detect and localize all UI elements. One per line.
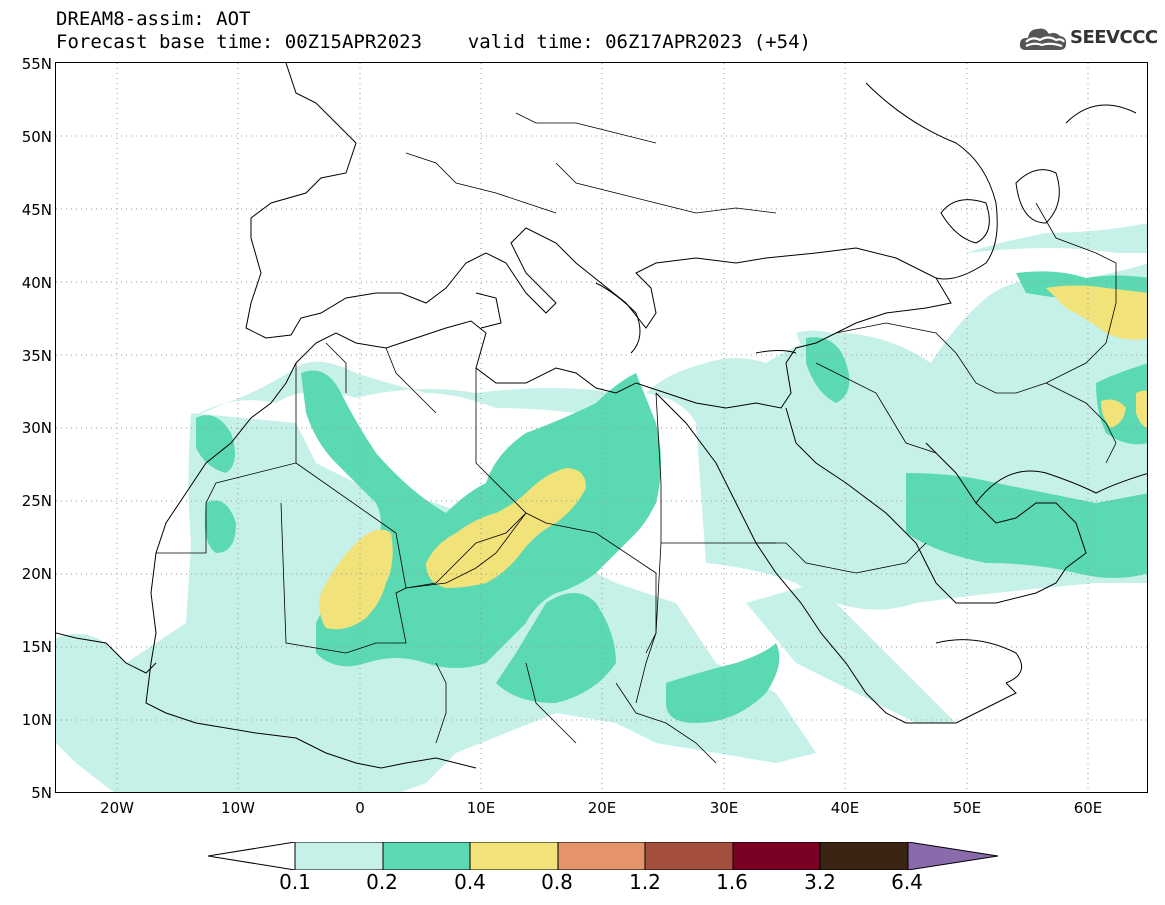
aot-map [55,62,1148,793]
lon-label-20e: 20E [587,799,617,817]
colorbar-label-3-2: 3.2 [804,870,836,894]
colorbar-segment-0-2 [382,841,471,871]
lat-label-25n: 25N [21,492,52,510]
colorbar-segment-3-2 [819,841,909,871]
colorbar-label-1-6: 1.6 [716,870,748,894]
lon-label-10e: 10E [466,799,496,817]
lon-label-30e: 30E [709,799,739,817]
lat-label-40n: 40N [21,274,52,292]
aot-colorbar [207,841,999,871]
colorbar-label-0-2: 0.2 [366,870,398,894]
logo-text: SEEVCCC [1070,27,1158,48]
colorbar-segment-1-2 [644,841,734,871]
lat-label-5n: 5N [31,784,52,802]
map-canvas [56,63,1147,792]
colorbar-segment-below-0-1 [207,841,296,871]
lat-label-30n: 30N [21,419,52,437]
lat-label-15n: 15N [21,638,52,656]
graticule [56,63,1147,792]
colorbar-segment-0-1 [294,841,384,871]
lat-label-50n: 50N [21,128,52,146]
lat-label-45n: 45N [21,201,52,219]
colorbar-segment-above-6-4 [907,841,999,871]
lat-label-10n: 10N [21,711,52,729]
lon-label-60e: 60E [1073,799,1103,817]
aot-band-yellow [319,285,1147,630]
lat-label-55n: 55N [21,55,52,73]
forecast-time-line: Forecast base time: 00Z15APR2023 valid t… [56,31,811,53]
lon-label-20w: 20W [100,799,134,817]
lon-label-40e: 40E [830,799,860,817]
colorbar-label-0-8: 0.8 [541,870,573,894]
colorbar-graphic [207,841,999,871]
colorbar-label-1-2: 1.2 [629,870,661,894]
lon-label-10w: 10W [221,799,255,817]
lon-label-50e: 50E [952,799,982,817]
colorbar-segment-0-8 [557,841,646,871]
colorbar-label-0-4: 0.4 [454,870,486,894]
seevccc-logo: SEEVCCC [1018,22,1158,56]
colorbar-segment-1-6 [732,841,821,871]
colorbar-segment-0-4 [469,841,559,871]
map-title: DREAM8-assim: AOT [56,8,251,30]
lon-label-0: 0 [355,799,365,817]
coastlines [56,63,1147,769]
cloud-icon [1019,28,1067,50]
colorbar-label-0-1: 0.1 [279,870,311,894]
political-borders [156,112,1117,764]
lat-label-20n: 20N [21,565,52,583]
lat-label-35n: 35N [21,347,52,365]
colorbar-label-6-4: 6.4 [891,870,923,894]
